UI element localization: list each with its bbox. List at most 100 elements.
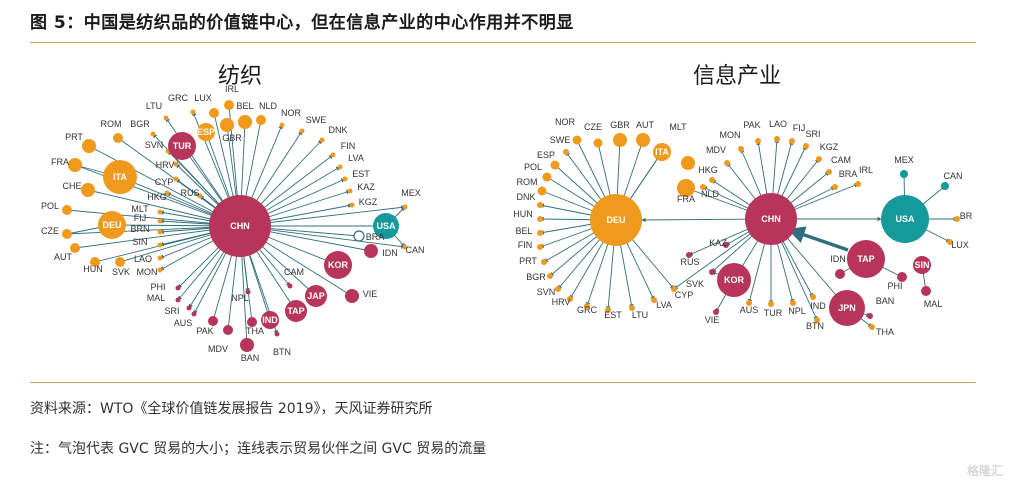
node-can: [402, 244, 408, 250]
node-right-swe: [563, 149, 569, 155]
label-left-mlt: MLT: [131, 204, 149, 214]
figure-title: 图 5：中国是纺织品的价值链中心，但在信息产业的中心作用并不明显: [30, 13, 574, 33]
node-jap-hub: [305, 285, 327, 307]
node-right-sri: [803, 143, 809, 149]
label-left-brn: BRN: [130, 224, 149, 234]
label-left-mon: MON: [137, 267, 158, 277]
node-right-can: [941, 182, 949, 190]
label-left-ltu: LTU: [146, 101, 162, 111]
node-right-kor-hub: [717, 263, 751, 297]
node-right-lao: [774, 136, 780, 142]
node-mal: [175, 297, 181, 303]
node-npl: [245, 289, 251, 295]
node-right-tur: [768, 301, 774, 307]
label-left-hkg: HKG: [147, 192, 167, 202]
node-idn: [364, 244, 378, 258]
node-pol: [62, 205, 72, 215]
label-left-idn: IDN: [382, 248, 398, 258]
node-nld: [256, 115, 266, 125]
label-left-hun: HUN: [83, 264, 103, 274]
node-tha: [247, 317, 257, 327]
edge-tap-chn: [787, 226, 849, 252]
label-left-est: EST: [352, 169, 370, 179]
label-right-lux: LUX: [951, 240, 969, 250]
node-right-hkg: [709, 177, 715, 183]
title-rule: [30, 42, 976, 43]
node-fij: [157, 218, 163, 224]
label-right-br: BR: [960, 211, 973, 221]
node-rus: [197, 193, 203, 199]
node-bel: [238, 115, 252, 129]
hub-label-right-chn: CHN: [761, 214, 781, 224]
node-brn: [157, 229, 163, 235]
label-left-btn: BTN: [273, 347, 291, 357]
node-fin: [330, 152, 336, 158]
label-right-pol: POL: [524, 162, 542, 172]
label-left-kaz: KAZ: [357, 182, 375, 192]
label-left-pak: PAK: [196, 326, 213, 336]
label-right-mex: MEX: [894, 155, 914, 165]
hub-label-esp: ESP: [197, 127, 215, 137]
label-right-gbr: GBR: [610, 120, 630, 130]
node-che: [81, 183, 95, 197]
node-hkg: [164, 190, 170, 196]
node-kgz: [349, 202, 355, 208]
node-dnk: [319, 137, 325, 143]
label-right-nor: NOR: [555, 117, 576, 127]
label-left-svn: SVN: [145, 140, 164, 150]
node-bra: [353, 230, 365, 242]
node-swe: [299, 128, 305, 134]
label-right-bgr: BGR: [526, 272, 546, 282]
label-left-vie: VIE: [363, 289, 378, 299]
node-svk: [115, 257, 125, 267]
label-left-fra: FRA: [51, 157, 69, 167]
label-right-ind: IND: [810, 301, 826, 311]
label-left-ban: BAN: [241, 353, 260, 363]
label-left-fij: FIJ: [134, 213, 147, 223]
label-left-npl: NPL: [231, 293, 249, 303]
label-left-phi: PHI: [150, 282, 165, 292]
label-right-nld: NLD: [701, 189, 720, 199]
node-right-rus: [686, 252, 692, 258]
node-bgr: [150, 131, 156, 137]
node-right-fij: [789, 138, 795, 144]
node-hrv: [173, 161, 179, 167]
label-left-mdv: MDV: [208, 344, 228, 354]
node-phi: [175, 285, 181, 291]
node-right-mal: [921, 286, 931, 296]
node-mdv: [223, 325, 233, 335]
label-right-phi: PHI: [887, 281, 902, 291]
label-right-fra: FRA: [677, 194, 695, 204]
node-right-jpn-hub: [829, 290, 865, 326]
label-left-dnk: DNK: [328, 125, 347, 135]
node-right-svn: [555, 286, 561, 292]
node-right-mex: [900, 170, 908, 178]
node-right-tap-hub: [847, 240, 885, 278]
node-right-mdv: [724, 160, 730, 166]
label-left-fin: FIN: [341, 141, 356, 151]
node-mlt: [157, 209, 163, 215]
label-right-grc: GRC: [577, 305, 598, 315]
node-sin: [157, 242, 163, 248]
label-left-mal: MAL: [147, 293, 166, 303]
node-lva: [337, 164, 343, 170]
node-right-vie: [713, 309, 719, 315]
label-left-cyp: CYP: [155, 177, 174, 187]
explanation-note: 注：气泡代表 GVC 贸易的大小；连线表示贸易伙伴之间 GVC 贸易的流量: [30, 441, 487, 457]
label-right-svk: SVK: [686, 279, 704, 289]
hub-label-right-usa: USA: [895, 214, 915, 224]
label-left-pol: POL: [41, 201, 59, 211]
node-right-hun: [537, 216, 543, 222]
label-left-hrv: HRV: [156, 160, 175, 170]
label-right-mal: MAL: [924, 299, 943, 309]
label-right-kgz: KGZ: [820, 142, 839, 152]
node-btn: [274, 331, 280, 337]
node-right-lux: [947, 239, 953, 245]
label-right-aus: AUS: [740, 305, 759, 315]
node-right-kaz: [723, 242, 729, 248]
label-right-vie: VIE: [705, 315, 720, 325]
label-left-bra: BRA: [366, 232, 385, 242]
node-aut: [70, 243, 80, 253]
node-right-chn-hub: [745, 193, 797, 245]
